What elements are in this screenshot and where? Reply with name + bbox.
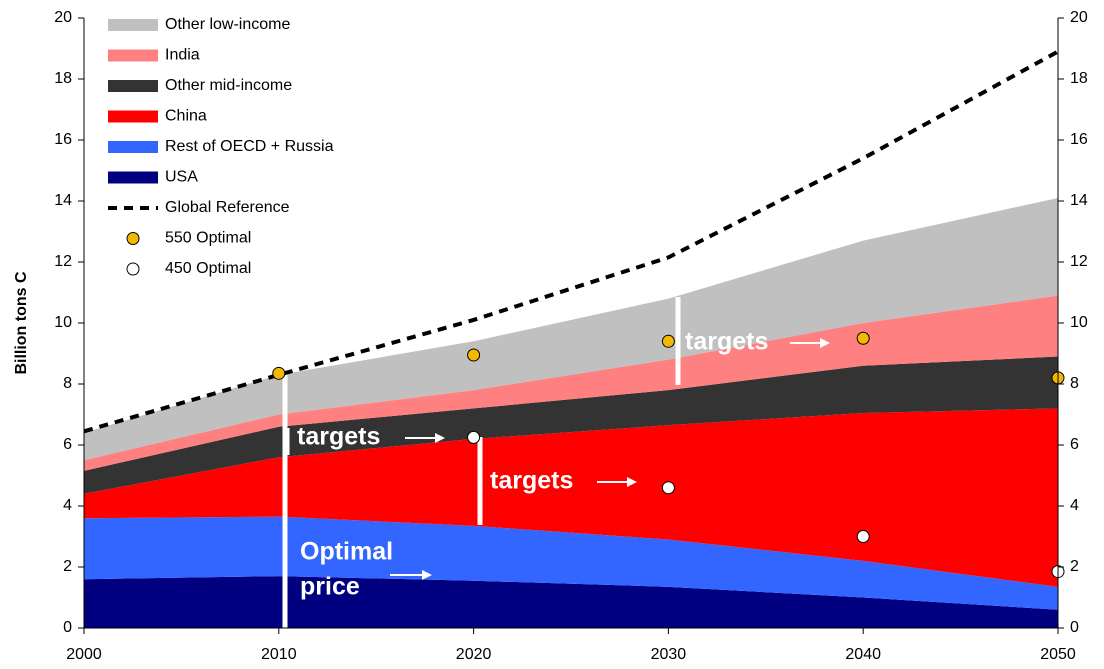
legend-label: 550 Optimal [165, 230, 251, 247]
x-tick-label: 2010 [261, 646, 297, 663]
y-tick-label: 20 [54, 9, 72, 26]
scatter-point [272, 366, 286, 380]
x-tick-label: 2000 [66, 646, 102, 663]
legend-label: China [165, 108, 207, 125]
legend-label: Other mid-income [165, 77, 292, 94]
y-tick-label: 6 [63, 436, 72, 453]
y-tick-label: 0 [63, 619, 72, 636]
annotation-arrowhead [422, 570, 432, 580]
area [84, 408, 1058, 587]
y2-tick-label: 6 [1070, 436, 1079, 453]
legend-swatch [108, 110, 158, 123]
scatter-point [467, 348, 481, 362]
y-tick-label: 4 [63, 497, 72, 514]
legend-label: India [165, 47, 200, 64]
y2-tick-label: 12 [1070, 253, 1088, 270]
area [84, 295, 1058, 471]
legend-label: USA [165, 169, 198, 186]
area [84, 197, 1058, 461]
annotation: targets [685, 328, 768, 356]
y-tick-label: 10 [54, 314, 72, 331]
annotation: targets [297, 423, 380, 451]
area [84, 356, 1058, 494]
y2-tick-label: 2 [1070, 558, 1079, 575]
legend-label: Other low-income [165, 16, 290, 33]
annotation: Optimal [300, 538, 393, 566]
legend-swatch [108, 49, 158, 62]
annotation-arrowhead [820, 338, 830, 348]
scatter-point [856, 530, 870, 543]
legend-swatch [108, 141, 158, 153]
y2-tick-label: 10 [1070, 314, 1088, 331]
y2-tick-label: 0 [1070, 619, 1079, 636]
y2-tick-label: 20 [1070, 9, 1088, 26]
area [84, 576, 1058, 628]
legend-swatch [108, 80, 158, 92]
y-tick-label: 18 [54, 70, 72, 87]
y2-tick-label: 4 [1070, 497, 1079, 514]
legend-label: Global Reference [165, 199, 290, 216]
y-tick-label: 8 [63, 375, 72, 392]
y-axis-label: Billion tons C [13, 271, 30, 375]
legend-label: Rest of OECD + Russia [165, 138, 334, 155]
y2-tick-label: 8 [1070, 375, 1079, 392]
area [84, 516, 1058, 610]
reference-line [83, 49, 1059, 434]
legend-swatch [108, 171, 158, 184]
annotation: price [300, 573, 360, 601]
legend-swatch [108, 19, 158, 31]
annotation: targets [490, 467, 573, 495]
x-tick-label: 2020 [456, 646, 492, 663]
scatter-point [661, 481, 675, 495]
annotation-arrowhead [435, 433, 445, 443]
y2-tick-label: 18 [1070, 70, 1088, 87]
legend-swatch [126, 262, 140, 276]
scatter-point [661, 334, 675, 348]
y2-tick-label: 14 [1070, 192, 1088, 209]
annotation-arrowhead [627, 477, 637, 487]
y-tick-label: 2 [63, 558, 72, 575]
y-tick-label: 14 [54, 192, 72, 209]
y2-tick-label: 16 [1070, 131, 1088, 148]
y-tick-label: 16 [54, 131, 72, 148]
legend-label: 450 Optimal [165, 260, 251, 277]
x-tick-label: 2050 [1040, 646, 1076, 663]
scatter-point [467, 430, 481, 444]
y-tick-label: 12 [54, 253, 72, 270]
x-tick-label: 2030 [651, 646, 687, 663]
x-tick-label: 2040 [845, 646, 881, 663]
scatter-point [856, 331, 870, 345]
legend-swatch [126, 232, 140, 245]
